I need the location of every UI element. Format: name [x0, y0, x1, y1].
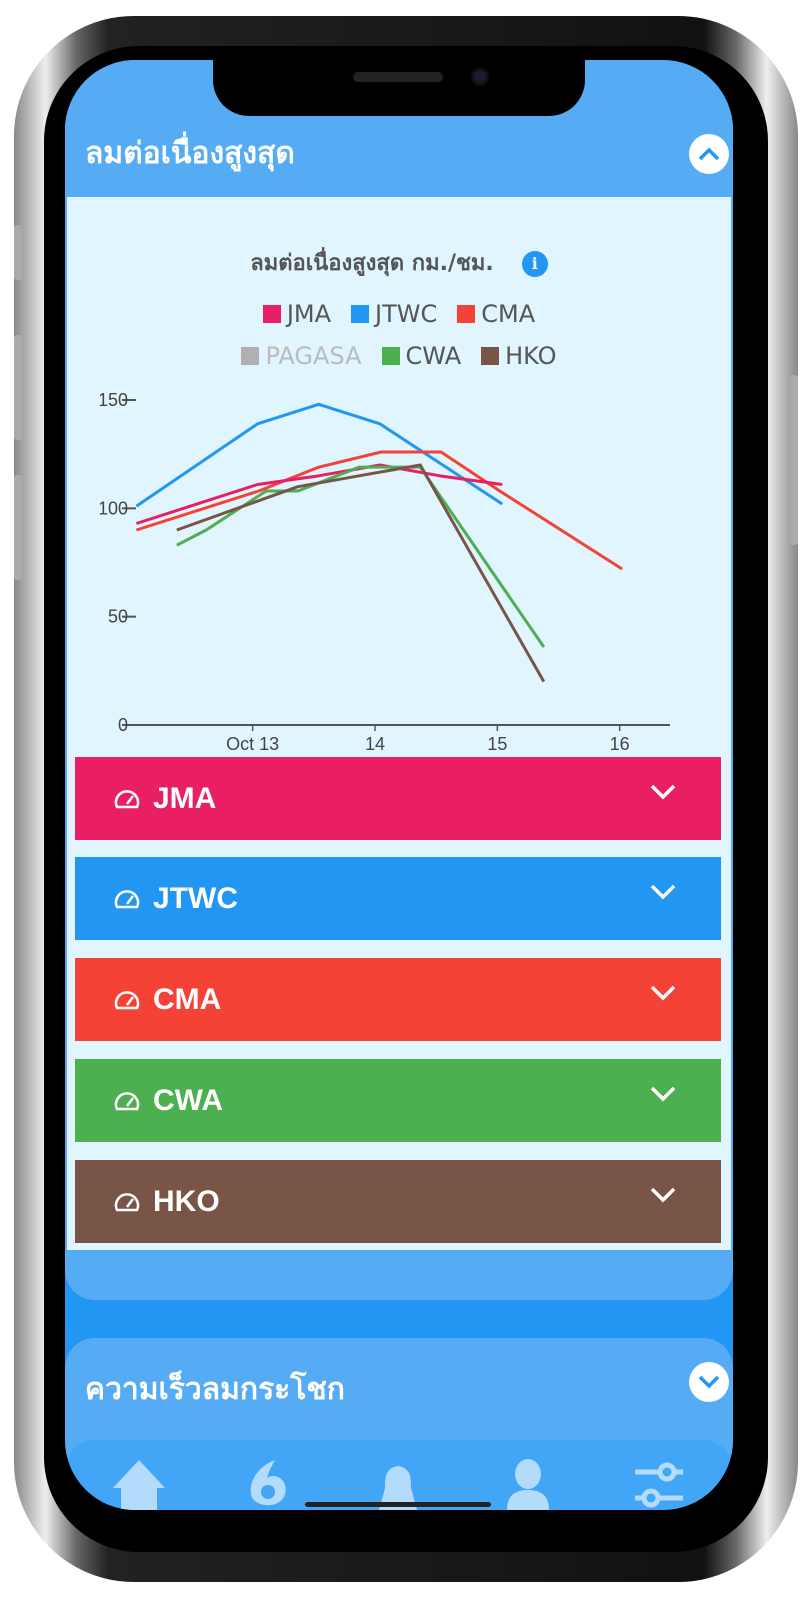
section-title: ความเร็วลมกระโชก [85, 1372, 345, 1407]
legend-label: CMA [481, 300, 536, 328]
chevron-down-icon[interactable] [649, 1186, 677, 1204]
chevron-down-icon[interactable] [689, 1362, 729, 1402]
accordion-cwa[interactable]: CWA [75, 1059, 721, 1142]
accordion-jma[interactable]: JMA [75, 757, 721, 840]
chevron-down-icon[interactable] [649, 984, 677, 1002]
legend-label: HKO [505, 342, 557, 370]
accordion-label: JTWC [153, 881, 238, 915]
chevron-down-icon[interactable] [649, 783, 677, 801]
legend-label: JTWC [375, 300, 438, 328]
x-tick-label: Oct 13 [226, 734, 279, 750]
legend-item-cma[interactable]: CMA [457, 300, 535, 328]
accordion-label: JMA [153, 781, 217, 815]
bottom-nav [65, 1440, 733, 1510]
home-indicator[interactable] [305, 1502, 491, 1507]
legend-item-hko[interactable]: HKO [481, 342, 557, 370]
series-line-cma [135, 450, 623, 571]
x-tick-label: 15 [487, 734, 507, 750]
section-gap [65, 1300, 733, 1340]
section-header-gust[interactable]: ความเร็วลมกระโชก [65, 1338, 733, 1458]
legend-swatch [381, 347, 400, 365]
sliders-icon[interactable] [631, 1458, 687, 1510]
gauge-icon [114, 1091, 140, 1110]
legend-swatch [457, 305, 476, 323]
section-header-max-wind[interactable]: ลมต่อเนื่องสูงสุด [65, 110, 733, 197]
y-tick-label: 0 [118, 715, 128, 735]
legend-item-jma[interactable]: JMA [262, 300, 332, 328]
gauge-icon [114, 889, 140, 908]
gauge-icon [114, 990, 140, 1009]
power-button [790, 375, 798, 545]
legend-label: PAGASA [265, 342, 362, 370]
typhoon-icon[interactable] [245, 1458, 291, 1510]
volume-down-button [14, 475, 22, 580]
legend-swatch [241, 347, 260, 365]
x-tick-label: 16 [610, 734, 630, 750]
home-icon[interactable] [111, 1458, 167, 1510]
volume-up-button [14, 335, 22, 440]
accordion-label: CMA [153, 982, 222, 1016]
section-title: ลมต่อเนื่องสูงสุด [85, 136, 295, 171]
chevron-down-icon[interactable] [649, 883, 677, 901]
chart-legend: JMA JTWC CMA [67, 300, 731, 329]
gauge-icon [114, 789, 140, 808]
legend-swatch [351, 305, 370, 323]
chevron-up-icon[interactable] [689, 133, 729, 174]
legend-item-jtwc[interactable]: JTWC [351, 300, 437, 328]
chart-legend: PAGASA CWA HKO [67, 342, 731, 371]
bell-icon[interactable] [373, 1458, 423, 1510]
chart-panel: ลมต่อเนื่องสูงสุด กม./ชม. i JMA JTWC CMA PA… [67, 197, 731, 1250]
legend-swatch [481, 347, 500, 365]
legend-swatch [262, 305, 281, 323]
user-icon[interactable] [503, 1458, 553, 1510]
y-tick-label: 50 [108, 607, 128, 627]
x-tick-label: 14 [365, 734, 385, 750]
accordion-hko[interactable]: HKO [75, 1160, 721, 1243]
line-chart: 0 50 100 150 Oct 13 14 15 16 [100, 390, 670, 750]
legend-item-pagasa[interactable]: PAGASA [241, 342, 362, 370]
y-tick-label: 150 [100, 390, 128, 410]
chevron-down-icon[interactable] [649, 1085, 677, 1103]
gauge-icon [114, 1192, 140, 1211]
legend-label: JMA [286, 300, 332, 328]
accordion-label: HKO [153, 1184, 220, 1218]
notch [213, 60, 585, 116]
app-screen: ลมต่อเนื่องสูงสุด ลมต่อเนื่องสูงสุด กม./… [65, 60, 733, 1510]
legend-label: CWA [405, 342, 462, 370]
chart-title-row: ลมต่อเนื่องสูงสุด กม./ชม. i [67, 245, 731, 280]
series-line-hko [176, 463, 546, 683]
info-icon[interactable]: i [521, 251, 548, 277]
accordion-jtwc[interactable]: JTWC [75, 857, 721, 940]
accordion-cma[interactable]: CMA [75, 958, 721, 1041]
legend-item-cwa[interactable]: CWA [381, 342, 462, 370]
mute-switch [14, 225, 22, 280]
y-tick-label: 100 [100, 498, 128, 518]
accordion-label: CWA [153, 1083, 223, 1117]
chart-title: ลมต่อเนื่องสูงสุด กม./ชม. [250, 251, 494, 276]
